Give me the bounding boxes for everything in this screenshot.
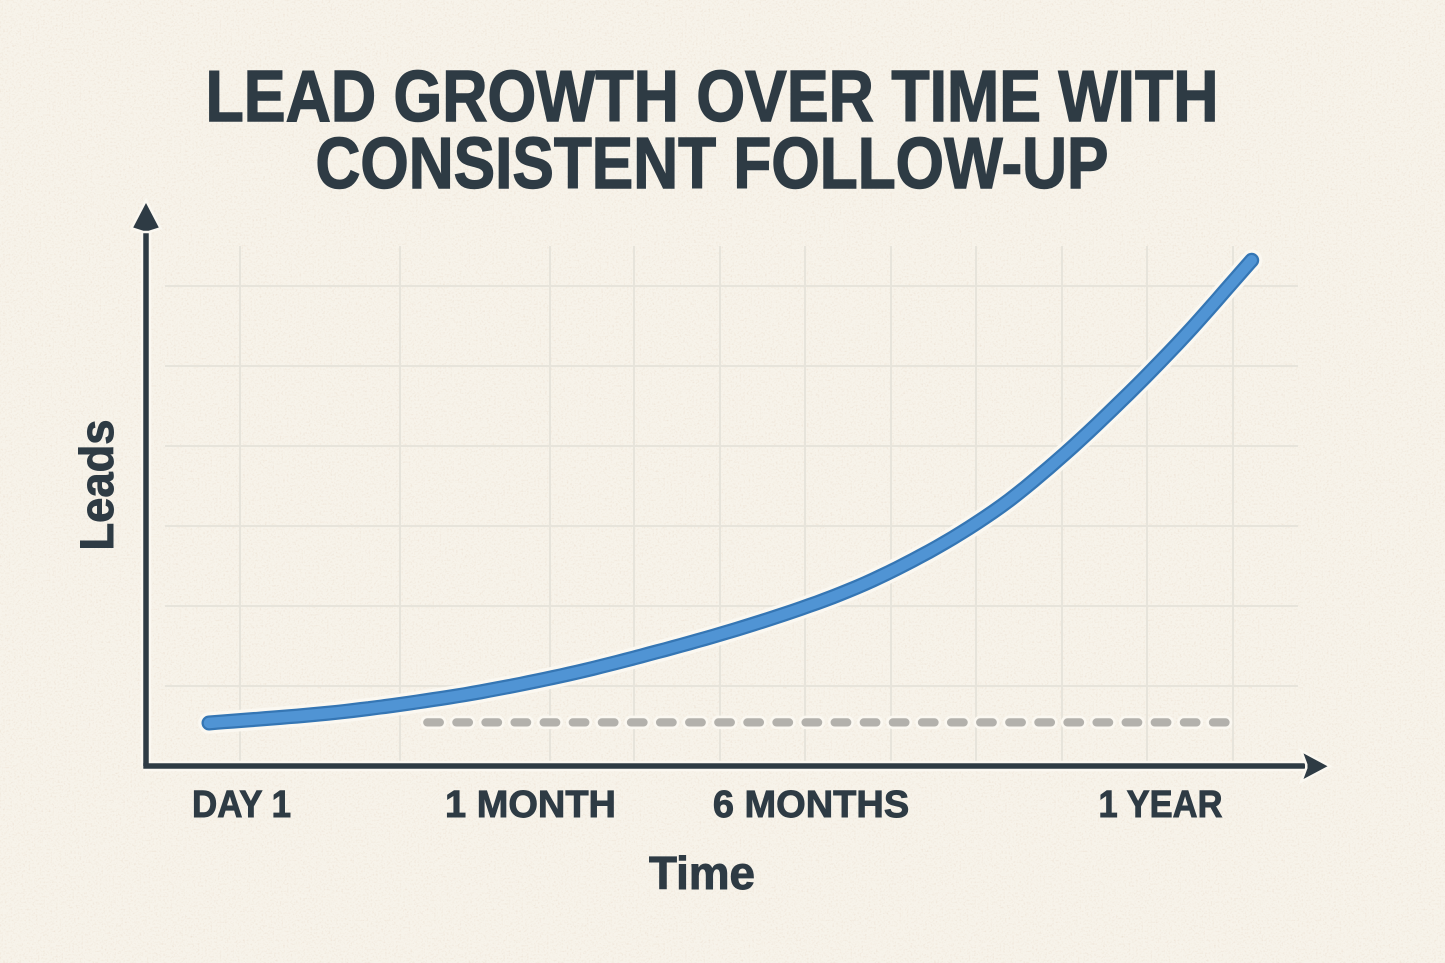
svg-text:1 MONTH: 1 MONTH [445,784,616,826]
svg-text:Leads: Leads [71,420,124,551]
svg-text:6 MONTHS: 6 MONTHS [713,784,909,826]
svg-text:LEAD GROWTH OVER TIME WITH: LEAD GROWTH OVER TIME WITH [206,57,1219,137]
svg-text:1 YEAR: 1 YEAR [1099,784,1223,826]
svg-text:CONSISTENT FOLLOW-UP: CONSISTENT FOLLOW-UP [316,124,1109,204]
svg-text:Time: Time [649,847,755,899]
svg-text:DAY 1: DAY 1 [192,784,291,826]
